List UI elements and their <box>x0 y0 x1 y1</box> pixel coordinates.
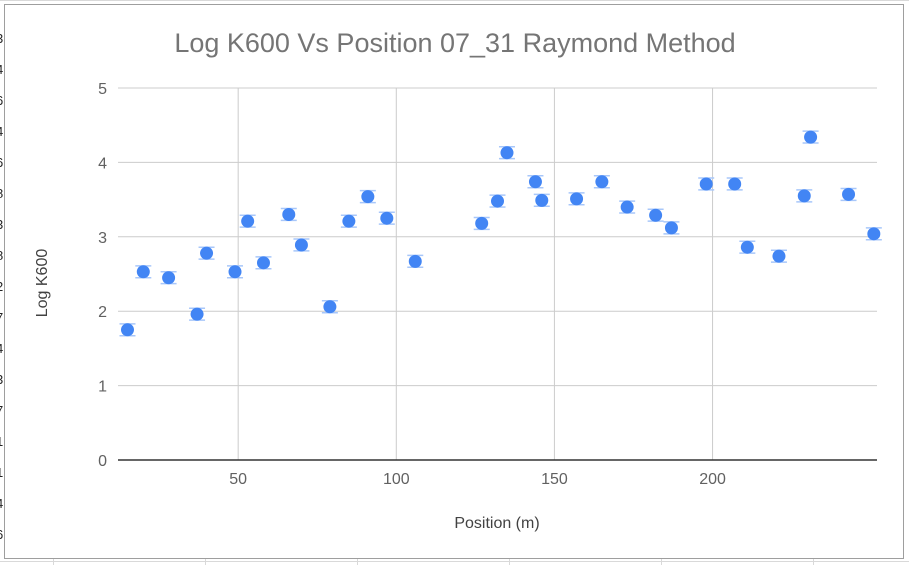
data-point <box>595 175 609 189</box>
data-point <box>804 130 818 144</box>
x-axis-label: Position (m) <box>454 515 539 532</box>
sheet-cell-fragment: 2 <box>0 280 3 293</box>
sheet-cell-fragment: 3 <box>0 218 3 231</box>
data-point <box>361 190 375 204</box>
sheet-cell-fragment: 1 <box>0 466 3 479</box>
data-point <box>190 307 204 321</box>
sheet-row-line <box>0 561 909 562</box>
data-point <box>256 256 270 270</box>
sheet-cell-fragment: 3 <box>0 32 3 45</box>
data-point <box>120 323 134 337</box>
sheet-cell-fragment: 3 <box>0 373 3 386</box>
y-tick-label: 3 <box>98 230 107 247</box>
data-point <box>380 211 394 225</box>
sheet-column-line <box>661 559 662 565</box>
y-axis-label: Log K600 <box>34 249 51 318</box>
x-tick-label: 200 <box>699 471 726 488</box>
y-tick-label: 2 <box>98 304 107 321</box>
sheet-cell-fragment: 4 <box>0 497 3 510</box>
sheet-column-line <box>53 559 54 565</box>
sheet-row-line <box>0 0 909 1</box>
data-point <box>408 254 422 268</box>
data-point <box>728 177 742 191</box>
data-point <box>867 227 881 241</box>
sheet-cell-fragment: 1 <box>0 435 3 448</box>
x-tick-labels: 50 100 150 200 <box>229 471 726 488</box>
sheet-cell-fragment: 8 <box>0 249 3 262</box>
data-point <box>664 221 678 235</box>
y-tick-label: 5 <box>98 81 107 98</box>
data-point <box>528 175 542 189</box>
chart-title: Log K600 Vs Position 07_31 Raymond Metho… <box>174 28 736 58</box>
gridlines <box>118 87 877 460</box>
sheet-cell-fragment: 6 <box>0 156 3 169</box>
sheet-cell-fragment: 4 <box>0 125 3 138</box>
sheet-cell-fragment: 8 <box>0 187 3 200</box>
sheet-cell-fragment: 7 <box>0 311 3 324</box>
sheet-column-line <box>357 559 358 565</box>
data-point <box>200 246 214 260</box>
data-point <box>162 271 176 285</box>
data-point <box>699 177 713 191</box>
sheet-cell-fragment: 6 <box>0 528 3 541</box>
chart-card[interactable] <box>4 4 904 559</box>
y-tick-labels: 0 1 2 3 4 5 <box>98 81 107 470</box>
y-tick-label: 0 <box>98 453 107 470</box>
sheet-column-line <box>509 559 510 565</box>
data-point <box>797 189 811 203</box>
data-points <box>120 130 881 337</box>
data-point <box>740 240 754 254</box>
data-point <box>475 216 489 230</box>
data-point <box>323 300 337 314</box>
data-point <box>649 208 663 222</box>
sheet-cell-fragment: 7 <box>0 404 3 417</box>
data-point <box>535 193 549 207</box>
data-point <box>620 200 634 214</box>
error-bars <box>119 130 882 337</box>
data-point <box>282 207 296 221</box>
sheet-column-line <box>205 559 206 565</box>
sheet-cell-fragment: 4 <box>0 342 3 355</box>
data-point <box>228 265 242 279</box>
data-point <box>294 238 308 252</box>
x-tick-label: 50 <box>229 471 247 488</box>
data-point <box>570 192 584 206</box>
data-point <box>772 249 786 263</box>
sheet-cell-fragment: 4 <box>0 63 3 76</box>
x-tick-label: 150 <box>541 471 568 488</box>
data-point <box>500 146 514 160</box>
y-tick-label: 4 <box>98 155 107 172</box>
x-tick-label: 100 <box>383 471 410 488</box>
y-tick-label: 1 <box>98 379 107 396</box>
sheet-cell-fragment: 6 <box>0 94 3 107</box>
data-point <box>136 265 150 279</box>
data-point <box>342 214 356 228</box>
data-point <box>241 214 255 228</box>
data-point <box>491 194 504 208</box>
data-point <box>842 187 856 201</box>
sheet-column-line <box>813 559 814 565</box>
